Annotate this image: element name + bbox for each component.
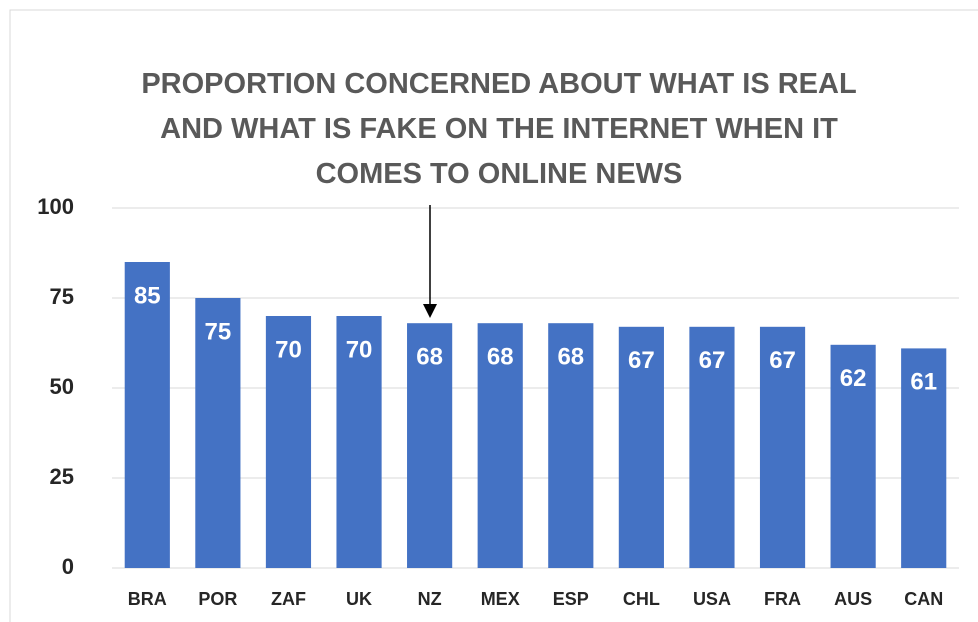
bar	[336, 316, 382, 568]
data-label: 70	[346, 336, 373, 363]
x-tick-label: AUS	[834, 589, 872, 609]
bar	[477, 323, 523, 568]
y-tick-label: 25	[50, 464, 74, 489]
bar	[407, 323, 453, 568]
data-label: 61	[910, 369, 937, 396]
bar	[265, 316, 312, 568]
bar	[830, 344, 876, 568]
y-tick-label: 75	[50, 284, 74, 309]
bar	[548, 323, 594, 568]
bar	[195, 298, 241, 568]
bar	[689, 326, 735, 568]
data-label: 67	[699, 347, 726, 374]
x-tick-label: CHL	[623, 589, 660, 609]
x-tick-label: UK	[346, 589, 372, 609]
data-label: 68	[487, 344, 514, 371]
y-tick-label: 100	[37, 194, 74, 219]
y-tick-label: 50	[50, 374, 74, 399]
data-label: 62	[840, 365, 867, 392]
data-label: 67	[628, 347, 655, 374]
x-tick-label: NZ	[418, 589, 442, 609]
x-tick-label: BRA	[128, 589, 167, 609]
x-tick-label: CAN	[904, 589, 943, 609]
x-tick-label: POR	[198, 589, 237, 609]
data-label: 70	[275, 336, 302, 363]
data-label: 67	[769, 347, 796, 374]
bar	[759, 326, 806, 568]
x-tick-label: ZAF	[271, 589, 306, 609]
chart-border	[9, 9, 978, 622]
x-tick-label: ESP	[553, 589, 589, 609]
x-tick-label: MEX	[481, 589, 520, 609]
x-tick-label: USA	[693, 589, 731, 609]
data-label: 85	[134, 282, 161, 309]
x-tick-label: FRA	[764, 589, 801, 609]
annotation-arrowhead	[423, 304, 437, 318]
bar	[124, 262, 170, 568]
y-tick-label: 0	[62, 554, 74, 579]
data-label: 68	[416, 344, 443, 371]
plot-area: 0 25 50 75 100 BRA 85 POR 75 ZAF 70 UK 70 NZ 68 MEX 68 ES…	[37, 194, 959, 609]
data-label: 68	[557, 344, 584, 371]
bar	[618, 326, 664, 568]
bar	[901, 348, 947, 568]
data-label: 75	[205, 318, 232, 345]
chart-title: PROPORTION CONCERNED ABOUT WHAT IS REAL …	[141, 68, 857, 190]
